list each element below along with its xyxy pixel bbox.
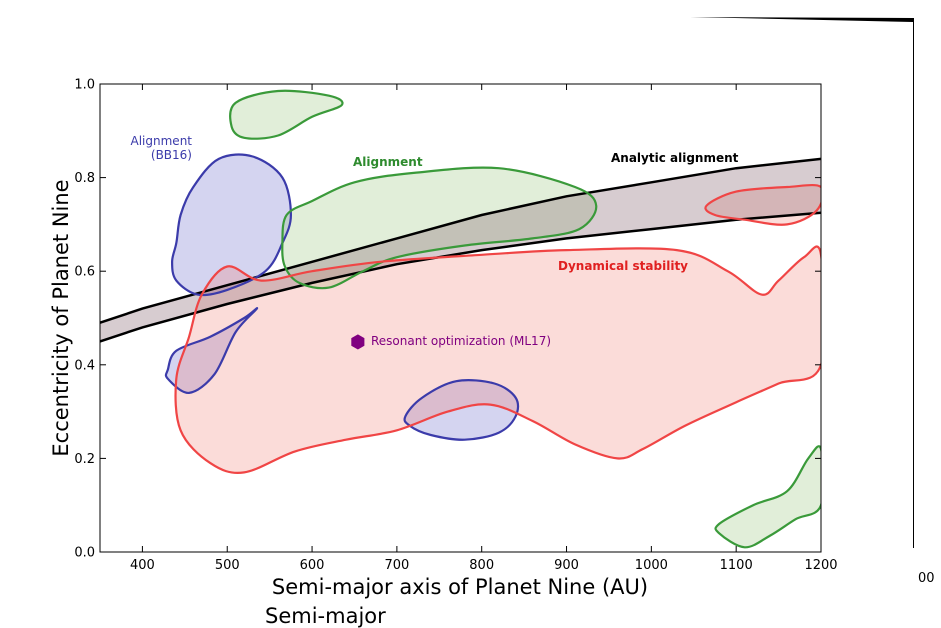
y-tick-label-0.2: 0.2 [74, 452, 95, 467]
region-outline-alignment-top [229, 89, 344, 140]
stray-wedge [690, 17, 913, 22]
resonant-optimization-point [351, 334, 365, 350]
region-fill-alignment-lower-right [715, 446, 821, 548]
stray-right-fragment: 00 [918, 571, 935, 586]
stray-bottom-fragment: Semi-major [265, 604, 386, 628]
y-axis-label: Eccentricity of Planet Nine [49, 179, 73, 456]
region-outline-alignment-bb16-middle [403, 379, 520, 441]
x-tick-label-400: 400 [130, 558, 155, 573]
x-axis-label: Semi-major axis of Planet Nine (AU) [272, 575, 648, 599]
annotation-dynamical-stability: Dynamical stability [558, 259, 688, 273]
annotation-bb16-line1: Alignment [131, 134, 193, 148]
region-outline-alignment-bb16-main [171, 153, 292, 297]
annotation-resonant-optimization: Resonant optimization (ML17) [371, 334, 551, 348]
region-fill-alignment-bb16-lower [165, 308, 258, 393]
region-outline-alignment-lower-right [714, 445, 821, 549]
annotation-alignment: Alignment [353, 155, 423, 169]
y-tick-label-0.8: 0.8 [74, 171, 95, 186]
region-fill-alignment-top [230, 90, 343, 139]
y-tick-label-0.4: 0.4 [74, 358, 95, 373]
analytic-band-fill [100, 158, 821, 342]
y-tick-label-1.0: 1.0 [74, 78, 95, 93]
y-tick-label-0.6: 0.6 [74, 265, 95, 280]
region-fill-alignment-bb16-main [172, 154, 291, 296]
x-tick-label-500: 500 [215, 558, 240, 573]
x-tick-label-1100: 1100 [720, 558, 753, 573]
annotation-analytic-alignment: Analytic alignment [611, 151, 739, 165]
x-tick-label-600: 600 [300, 558, 325, 573]
x-tick-label-900: 900 [554, 558, 579, 573]
ticks-layer: 400 500 600 700 800 900 1000 1100 1200 0.0 0.2 0.4 0… [74, 78, 837, 574]
analytic-band-upper-line [100, 157, 821, 324]
region-fill-alignment-bb16-middle [404, 380, 519, 440]
region-outline-dynamical-stability-right [704, 183, 821, 226]
region-outline-alignment-main [281, 166, 598, 290]
x-tick-label-700: 700 [384, 558, 409, 573]
regions-outline-layer [164, 89, 821, 549]
region-outline-dynamical-stability-main [174, 245, 821, 474]
region-outline-alignment-bb16-lower [164, 307, 259, 394]
plot-frame [99, 83, 822, 553]
stray-bottom-fragment-clip: Semi-major [265, 604, 386, 628]
region-fill-dynamical-stability-main [175, 246, 821, 473]
x-tick-label-800: 800 [469, 558, 494, 573]
annotation-bb16-line2: (BB16) [151, 148, 192, 162]
x-tick-label-1000: 1000 [635, 558, 668, 573]
point-layer [351, 334, 365, 350]
y-tick-label-0.0: 0.0 [74, 546, 95, 561]
x-tick-label-1200: 1200 [804, 558, 837, 573]
